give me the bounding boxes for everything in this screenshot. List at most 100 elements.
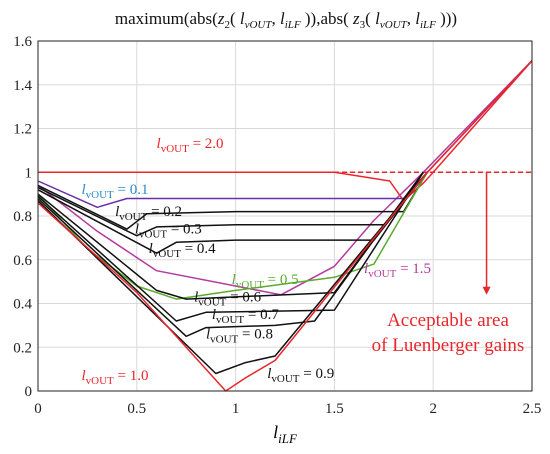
title-l1: l bbox=[240, 9, 245, 28]
x-axis-label-main: l bbox=[273, 422, 278, 442]
series-label-value: = 0.5 bbox=[264, 272, 299, 288]
title-l2-sub: iLF bbox=[285, 19, 301, 31]
series-label-sub: vOUT bbox=[86, 189, 114, 201]
series-line-11 bbox=[37, 60, 533, 392]
series-label-value: = 0.6 bbox=[226, 289, 261, 305]
series-line-10 bbox=[37, 171, 428, 375]
series-label-value: = 0.4 bbox=[181, 241, 216, 257]
series-label-sub: vOUT bbox=[210, 334, 238, 346]
title-part-1: maximum(abs( bbox=[115, 9, 218, 28]
series-label-value: = 0.3 bbox=[167, 222, 202, 238]
y-tick-label: 0.2 bbox=[13, 340, 32, 356]
y-tick-label: 0.4 bbox=[13, 297, 32, 313]
annotation-arrow-head bbox=[482, 286, 491, 295]
y-tick-label: 1 bbox=[25, 165, 33, 181]
series-label-symbol: l bbox=[267, 366, 271, 382]
series-label-symbol: l bbox=[206, 327, 210, 343]
x-tick-label: 0 bbox=[34, 401, 42, 417]
series-label-sub: vOUT bbox=[153, 248, 181, 260]
series-label-sub: vOUT bbox=[216, 314, 244, 326]
series-label-value: = 0.9 bbox=[299, 366, 334, 382]
x-tick-label: 1.5 bbox=[325, 401, 344, 417]
y-tick-label: 1.2 bbox=[13, 122, 32, 138]
series-label-sub: vOUT bbox=[368, 268, 396, 280]
title-l4-sub: iLF bbox=[420, 19, 436, 31]
y-tick-label: 1.6 bbox=[13, 34, 32, 50]
series-label-symbol: l bbox=[364, 261, 368, 277]
title-l1-sub: vOUT bbox=[245, 19, 273, 31]
series-label-1: lvOUT = 0.1 bbox=[81, 182, 148, 201]
series-label-11: lvOUT = 0.9 bbox=[267, 366, 334, 385]
title-part-5: ))) bbox=[436, 9, 457, 28]
series-label-symbol: l bbox=[232, 272, 236, 288]
title-l2: l bbox=[280, 9, 285, 28]
series-label-sub: vOUT bbox=[161, 143, 189, 155]
annotation-group: Acceptable area of Luenberger gains bbox=[372, 172, 525, 356]
y-tick-label: 0.6 bbox=[13, 253, 32, 269]
series-label-6: lvOUT = 1.5 bbox=[364, 261, 431, 280]
series-label-sub: vOUT bbox=[236, 279, 264, 291]
series-label-value: = 0.7 bbox=[244, 307, 279, 323]
annotation-line-2: of Luenberger gains bbox=[372, 335, 525, 356]
series-label-symbol: l bbox=[157, 136, 161, 152]
x-tick-label: 0.5 bbox=[127, 401, 146, 417]
series-label-symbol: l bbox=[135, 222, 139, 238]
series-label-symbol: l bbox=[81, 368, 85, 384]
series-label-symbol: l bbox=[194, 289, 198, 305]
y-tick-label: 0.8 bbox=[13, 209, 32, 225]
series-label-9: lvOUT = 0.8 bbox=[206, 327, 273, 346]
series-label-value: = 1.0 bbox=[114, 368, 149, 384]
series-label-sub: vOUT bbox=[198, 296, 226, 308]
series-label-10: lvOUT = 1.0 bbox=[81, 368, 148, 387]
title-part-4: ( bbox=[365, 9, 375, 28]
x-tick-label: 1 bbox=[232, 401, 240, 417]
title-l3: l bbox=[375, 9, 380, 28]
series-label-symbol: l bbox=[115, 204, 119, 220]
y-tick-label: 0 bbox=[25, 384, 33, 400]
series-label-sub: vOUT bbox=[86, 375, 114, 387]
title-z2-sub: 2 bbox=[224, 19, 230, 31]
series-label-2: lvOUT = 0.2 bbox=[115, 204, 182, 223]
title-comma-1: , bbox=[272, 9, 281, 28]
series-label-value: = 2.0 bbox=[189, 136, 224, 152]
series-label-symbol: l bbox=[81, 182, 85, 198]
x-axis-label-sub: iLF bbox=[278, 431, 298, 446]
series-line-0 bbox=[38, 60, 533, 202]
series-label-sub: vOUT bbox=[119, 211, 147, 223]
series-label-sub: vOUT bbox=[271, 373, 299, 385]
series-label-symbol: l bbox=[149, 241, 153, 257]
series-label-symbol: l bbox=[212, 307, 216, 323]
series-line-8 bbox=[37, 171, 424, 322]
title-z3-sub: 3 bbox=[360, 19, 366, 31]
series-label-7: lvOUT = 0.6 bbox=[194, 289, 261, 308]
title-z3: z bbox=[352, 9, 360, 28]
series-label-4: lvOUT = 0.4 bbox=[149, 241, 216, 260]
title-l3-sub: vOUT bbox=[380, 19, 408, 31]
chart-title: maximum(abs(z2( lvOUT, liLF )),abs( z3( … bbox=[115, 9, 457, 31]
x-tick-label: 2.5 bbox=[523, 401, 542, 417]
y-tick-label: 1.4 bbox=[13, 78, 32, 94]
title-z2: z bbox=[217, 9, 225, 28]
title-part-2: ( bbox=[230, 9, 240, 28]
plot-frame bbox=[37, 40, 533, 392]
title-part-3: )),abs( bbox=[301, 9, 353, 28]
annotation-line-1: Acceptable area bbox=[387, 310, 509, 331]
title-l4: l bbox=[415, 9, 420, 28]
x-axis-label: liLF bbox=[273, 422, 298, 446]
series-label-8: lvOUT = 0.7 bbox=[212, 307, 279, 326]
series-label-value: = 0.1 bbox=[114, 182, 149, 198]
series-label-value: = 0.8 bbox=[238, 327, 273, 343]
series-line-2 bbox=[37, 60, 533, 209]
tick-labels: 0 0.5 1 1.5 2 2.5 0 0.2 0.4 0.6 0.8 1 1.2 1.4 1.6 bbox=[13, 34, 541, 417]
series-label-sub: vOUT bbox=[139, 229, 167, 241]
x-tick-label: 2 bbox=[429, 401, 437, 417]
series-group bbox=[37, 60, 533, 392]
series-line-9 bbox=[37, 171, 424, 338]
series-label-3: lvOUT = 0.3 bbox=[135, 222, 202, 241]
title-comma-2: , bbox=[407, 9, 416, 28]
series-label-0: lvOUT = 2.0 bbox=[157, 136, 224, 155]
series-label-value: = 0.2 bbox=[147, 204, 182, 220]
series-label-5: lvOUT = 0.5 bbox=[232, 272, 299, 291]
